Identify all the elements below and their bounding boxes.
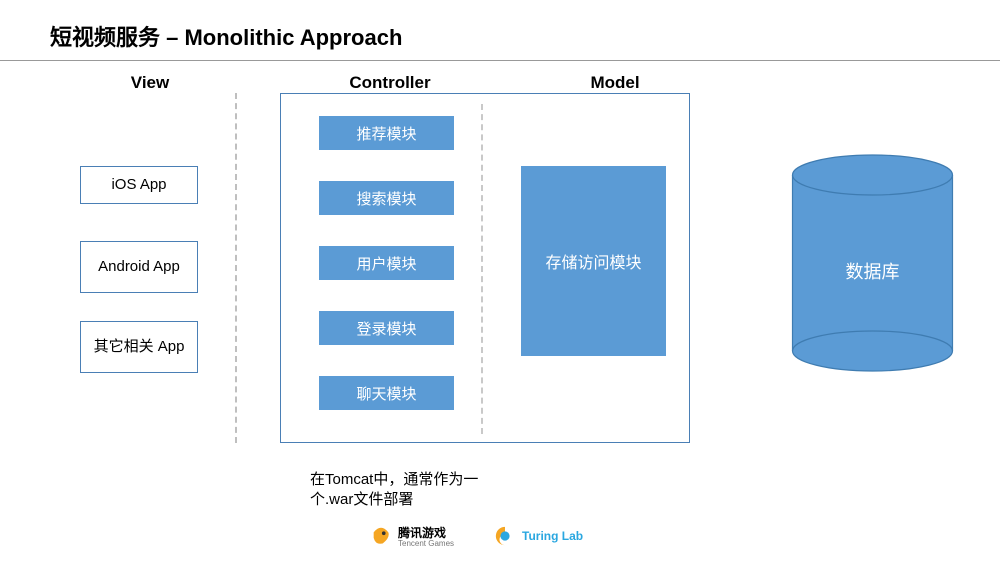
view-box: 其它相关 App [80, 321, 198, 373]
caption: 在Tomcat中，通常作为一 个.war文件部署 [310, 470, 550, 511]
turing-logo-text: Turing Lab [522, 529, 583, 543]
view-box: iOS App [80, 166, 198, 204]
controller-module: 聊天模块 [319, 376, 454, 410]
model-module-label: 存储访问模块 [545, 249, 641, 273]
model-module: 存储访问模块 [521, 166, 666, 356]
turing-lab-logo: Turing Lab [494, 525, 583, 547]
diagram-area: 存储访问模块 推荐模块搜索模块用户模块登录模块聊天模块 数据库 iOS App A… [0, 93, 1000, 463]
turing-icon [494, 525, 516, 547]
view-box-label: Android App [98, 258, 180, 277]
vertical-divider [235, 93, 237, 443]
controller-module: 搜索模块 [319, 181, 454, 215]
database-label: 数据库 [790, 258, 955, 284]
controller-module-label: 搜索模块 [356, 188, 416, 209]
column-headers: View Controller Model [0, 73, 1000, 93]
tencent-icon [370, 525, 392, 547]
controller-module-label: 聊天模块 [356, 383, 416, 404]
controller-module-label: 推荐模块 [356, 123, 416, 144]
header-view: View [90, 73, 210, 93]
controller-module: 推荐模块 [319, 116, 454, 150]
footer-logos: 腾讯游戏 Tencent Games Turing Lab [370, 524, 583, 548]
caption-line2: 个.war文件部署 [310, 491, 413, 508]
header-model: Model [530, 73, 700, 93]
controller-module: 用户模块 [319, 246, 454, 280]
view-box-label: 其它相关 App [94, 338, 185, 357]
monolith-container: 存储访问模块 推荐模块搜索模块用户模块登录模块聊天模块 [280, 93, 690, 443]
header-controller: Controller [305, 73, 475, 93]
tencent-games-logo: 腾讯游戏 Tencent Games [370, 524, 454, 548]
title-bar: 短视频服务 – Monolithic Approach [0, 0, 1000, 61]
monolith-inner-divider [481, 104, 483, 434]
view-box-label: iOS App [111, 176, 166, 195]
caption-line1: 在Tomcat中，通常作为一 [310, 471, 478, 488]
controller-module-label: 用户模块 [356, 253, 416, 274]
tencent-logo-sub: Tencent Games [398, 539, 454, 548]
controller-module-label: 登录模块 [356, 318, 416, 339]
controller-module: 登录模块 [319, 311, 454, 345]
view-box: Android App [80, 241, 198, 293]
page-title: 短视频服务 – Monolithic Approach [50, 20, 1000, 52]
